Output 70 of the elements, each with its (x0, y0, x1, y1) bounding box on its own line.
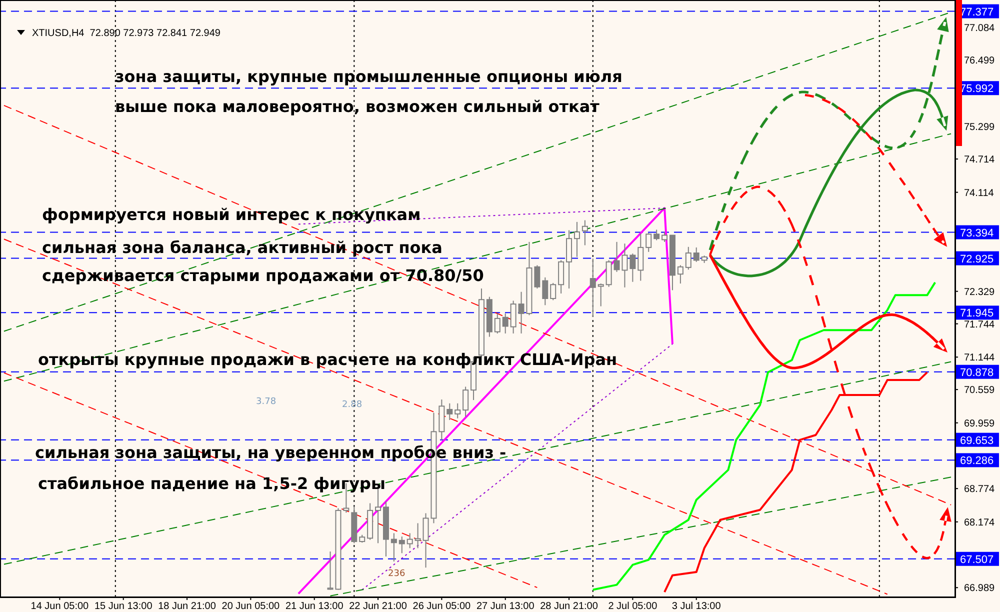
ref-line-label: 69.653 (960, 434, 994, 447)
x-tick-label: 27 Jun 13:00 (476, 601, 535, 612)
x-tick-label: 2 Jul 05:00 (608, 601, 658, 612)
annotation: 236 (388, 569, 406, 579)
annotation: 2.88 (342, 400, 362, 410)
y-tick-label: 69.959 (964, 418, 996, 430)
ref-line-label: 70.878 (960, 366, 994, 379)
candlestick (662, 231, 668, 242)
candlestick (566, 230, 572, 290)
y-tick-label: 77.084 (964, 23, 996, 34)
candlestick (462, 386, 469, 418)
candlestick (598, 283, 604, 307)
candlestick (654, 229, 660, 241)
candlestick (398, 536, 405, 554)
candlestick (454, 402, 461, 419)
annotation: сильная зона защиты, на уверенном пробое вниз - (35, 443, 506, 462)
candlestick (534, 264, 540, 290)
candlestick (502, 312, 508, 334)
candlestick (558, 260, 564, 294)
x-tick-label: 3 Jul 13:00 (672, 601, 722, 612)
candlestick (414, 522, 421, 549)
x-tick-label: 18 Jun 21:00 (158, 601, 216, 612)
candlestick (606, 260, 612, 288)
candlestick (677, 264, 684, 284)
ref-line-label: 67.507 (960, 554, 994, 566)
y-tick-label: 76.499 (964, 56, 996, 67)
candlestick (693, 246, 700, 262)
y-tick-label: 68.174 (964, 517, 996, 528)
y-tick-label: 74.714 (964, 154, 996, 166)
y-tick-label: 66.989 (964, 583, 996, 594)
annotation: зона защиты, крупные промышленные опционы июля (115, 67, 622, 86)
candlestick (446, 402, 453, 421)
x-tick-label: 22 Jun 21:00 (349, 601, 408, 612)
y-tick-label: 68.774 (964, 484, 996, 496)
ref-line-label: 69.286 (960, 455, 994, 468)
ref-line-label: 75.992 (960, 83, 994, 96)
y-tick-label: 70.559 (964, 385, 996, 396)
y-tick-label: 72.329 (964, 286, 996, 298)
x-tick-label: 28 Jun 21:00 (540, 601, 598, 612)
x-tick-label: 14 Jun 05:00 (30, 601, 90, 612)
ref-line-label: 73.394 (960, 227, 994, 240)
candlestick (494, 312, 500, 334)
candlestick (685, 246, 692, 270)
x-tick-label: 15 Jun 13:00 (94, 601, 153, 612)
candlestick (574, 221, 580, 258)
y-tick-label: 71.744 (964, 319, 996, 330)
x-tick-label: 26 Jun 05:00 (412, 601, 472, 612)
annotation: 3.78 (256, 397, 276, 407)
ref-line-label: 71.945 (960, 308, 994, 320)
y-tick-label: 71.144 (964, 352, 996, 364)
ref-line-label: 77.377 (960, 6, 994, 18)
x-tick-label: 20 Jun 05:00 (222, 601, 280, 612)
candlestick (550, 282, 556, 301)
candlestick (630, 253, 636, 282)
ref-line-label: 72.925 (960, 253, 994, 266)
y-tick-label: 74.114 (964, 188, 994, 199)
x-tick-label: 21 Jun 13:00 (285, 601, 344, 612)
candlestick (406, 532, 413, 549)
annotation: стабильное падение на 1,5-2 фигуры (38, 474, 386, 493)
candlestick (582, 220, 588, 246)
candlestick (638, 233, 644, 282)
candlestick (590, 258, 596, 318)
y-tick-label: 75.299 (964, 122, 996, 134)
text: XTIUSD,H4 72.890 72.973 72.841 72.949 (32, 28, 221, 39)
candlestick (542, 276, 548, 306)
annotation: сильная зона баланса, активный рост пока (42, 238, 442, 257)
annotation: выше пока маловероятно, возможен сильный откат (115, 97, 600, 116)
candlestick (390, 532, 397, 562)
candlestick (510, 300, 516, 334)
candlestick (646, 232, 652, 252)
